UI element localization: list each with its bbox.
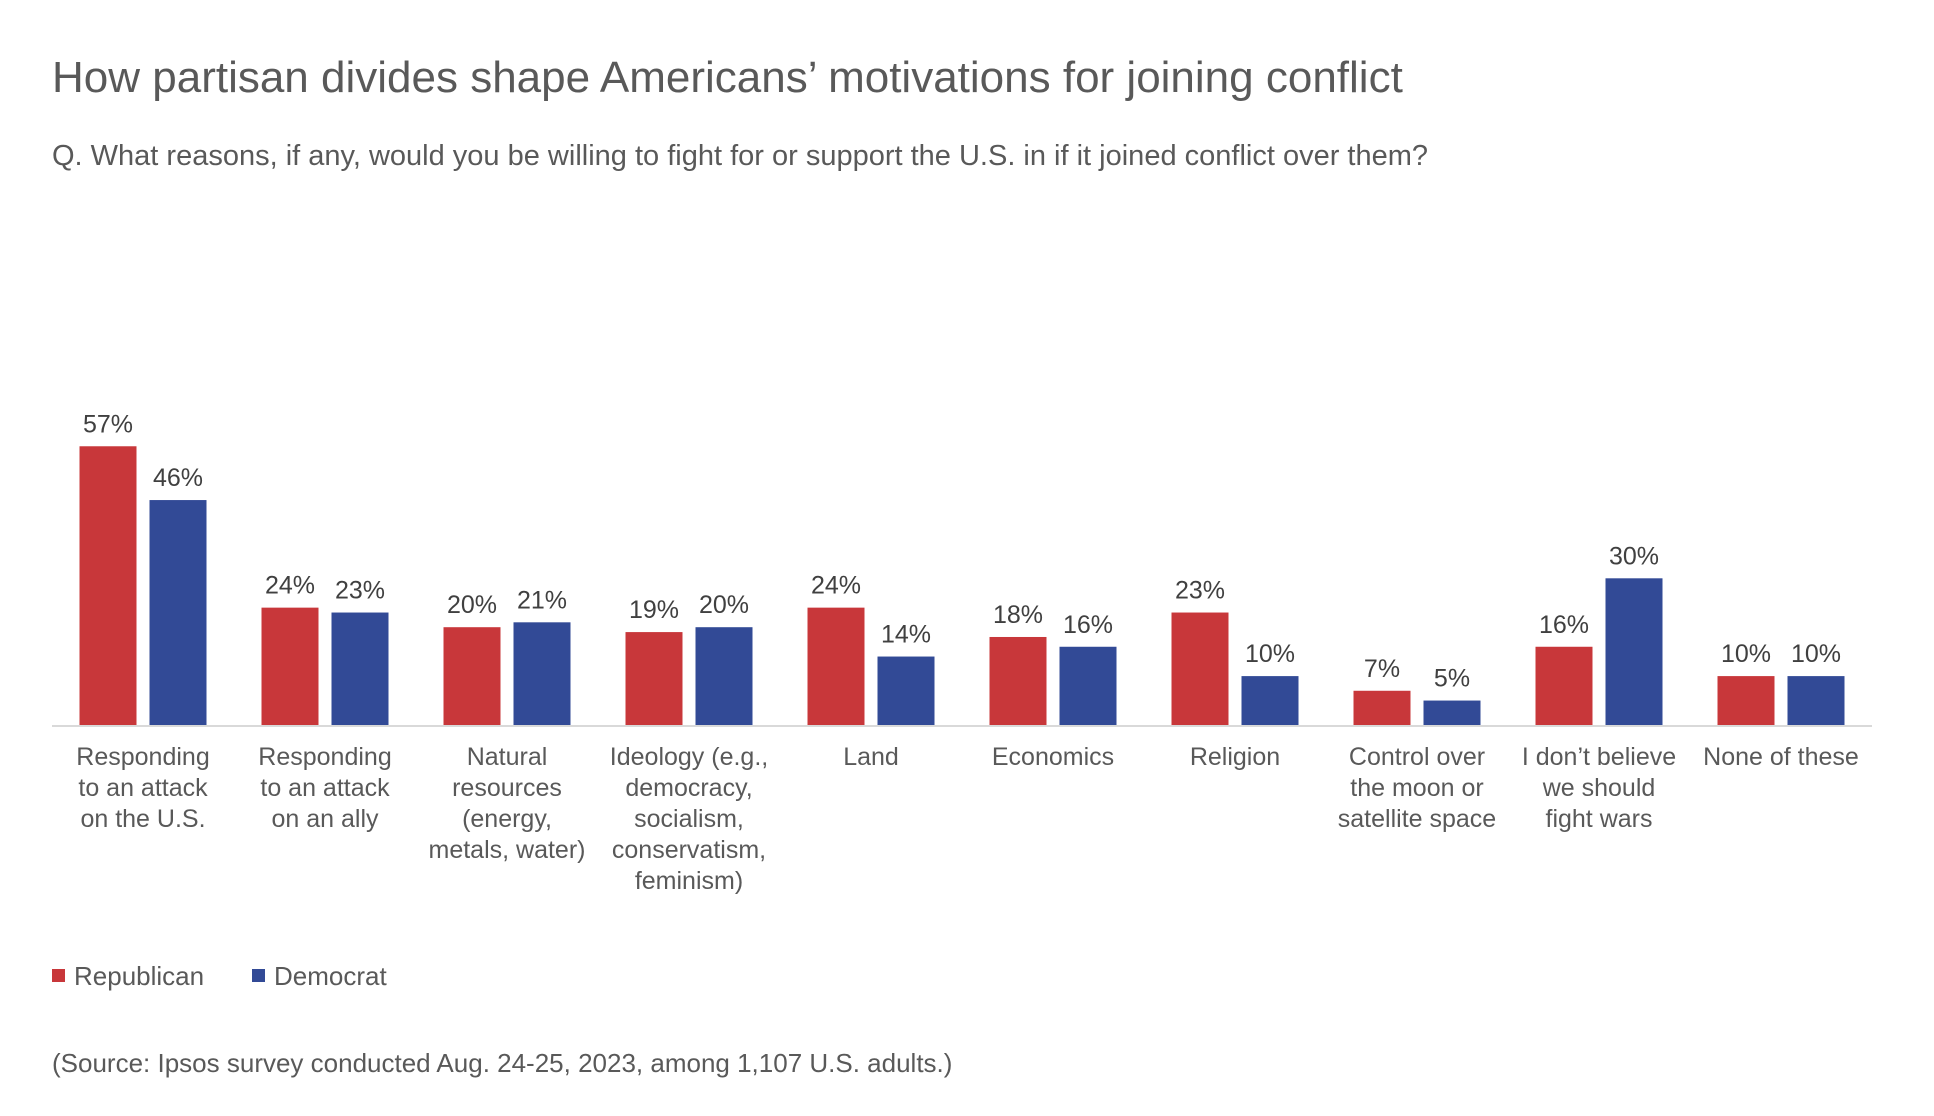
bar-democrat-0 — [149, 500, 207, 725]
bar-democrat-6 — [1241, 676, 1299, 725]
bar-republican-0 — [79, 446, 137, 725]
category-label-7: Control over the moon or satellite space — [1338, 743, 1496, 833]
data-label-democrat-6: 10% — [1245, 640, 1295, 668]
category-labels: Responding to an attack on the U.S. Respond… — [76, 743, 1859, 895]
data-label-republican-7: 7% — [1364, 655, 1400, 683]
data-label-democrat-1: 23% — [335, 577, 385, 605]
bar-republican-6 — [1171, 612, 1229, 725]
bar-democrat-8 — [1605, 578, 1663, 725]
data-label-republican-9: 10% — [1721, 640, 1771, 668]
data-label-democrat-2: 21% — [517, 586, 567, 614]
data-label-republican-5: 18% — [993, 601, 1043, 629]
legend-swatch-republican — [52, 969, 65, 982]
data-label-republican-6: 23% — [1175, 577, 1225, 605]
legend-label-republican: Republican — [74, 961, 204, 991]
data-label-democrat-7: 5% — [1434, 665, 1470, 693]
category-label-5: Economics — [992, 743, 1114, 771]
data-label-republican-2: 20% — [447, 591, 497, 619]
bar-republican-2 — [443, 627, 501, 725]
bar-democrat-5 — [1059, 646, 1117, 725]
bar-republican-8 — [1535, 646, 1593, 725]
category-label-8: I don’t believe we should fight wars — [1522, 743, 1676, 833]
bar-democrat-9 — [1787, 676, 1845, 725]
category-label-4: Land — [843, 743, 899, 771]
category-label-3: Ideology (e.g., democracy, socialism, conse… — [610, 743, 768, 895]
data-label-republican-0: 57% — [83, 410, 133, 438]
bar-republican-1 — [261, 607, 319, 725]
category-label-0: Responding to an attack on the U.S. — [76, 743, 209, 833]
category-label-2: Natural resources (energy, metals, water) — [429, 743, 586, 864]
legend: Republican Democrat — [52, 961, 387, 991]
chart-title: How partisan divides shape Americans’ mo… — [52, 53, 1403, 102]
category-label-6: Religion — [1190, 743, 1280, 771]
category-label-9: None of these — [1703, 743, 1859, 771]
chart-subtitle: Q. What reasons, if any, would you be wi… — [52, 140, 1428, 172]
category-label-1: Responding to an attack on an ally — [258, 743, 391, 833]
data-label-democrat-5: 16% — [1063, 611, 1113, 639]
legend-swatch-democrat — [252, 969, 265, 982]
data-label-republican-4: 24% — [811, 572, 861, 600]
source-note: (Source: Ipsos survey conducted Aug. 24-… — [52, 1048, 952, 1078]
data-label-democrat-4: 14% — [881, 621, 931, 649]
data-label-democrat-8: 30% — [1609, 542, 1659, 570]
bar-republican-9 — [1717, 676, 1775, 725]
data-label-democrat-9: 10% — [1791, 640, 1841, 668]
bar-republican-7 — [1353, 690, 1411, 725]
data-label-republican-1: 24% — [265, 572, 315, 600]
bar-democrat-3 — [695, 627, 753, 725]
data-label-republican-8: 16% — [1539, 611, 1589, 639]
data-label-republican-3: 19% — [629, 596, 679, 624]
bar-democrat-4 — [877, 656, 935, 725]
bar-democrat-2 — [513, 622, 571, 725]
bars-group: 57% 46% 24% 23% 20% 21% 19% 20% 24% 14% 18% 16% 23% 1… — [79, 410, 1845, 725]
bar-democrat-7 — [1423, 700, 1481, 725]
legend-label-democrat: Democrat — [274, 961, 387, 991]
bar-republican-5 — [989, 636, 1047, 725]
bar-democrat-1 — [331, 612, 389, 725]
data-label-democrat-0: 46% — [153, 464, 203, 492]
data-label-democrat-3: 20% — [699, 591, 749, 619]
bar-republican-4 — [807, 607, 865, 725]
bar-republican-3 — [625, 632, 683, 725]
